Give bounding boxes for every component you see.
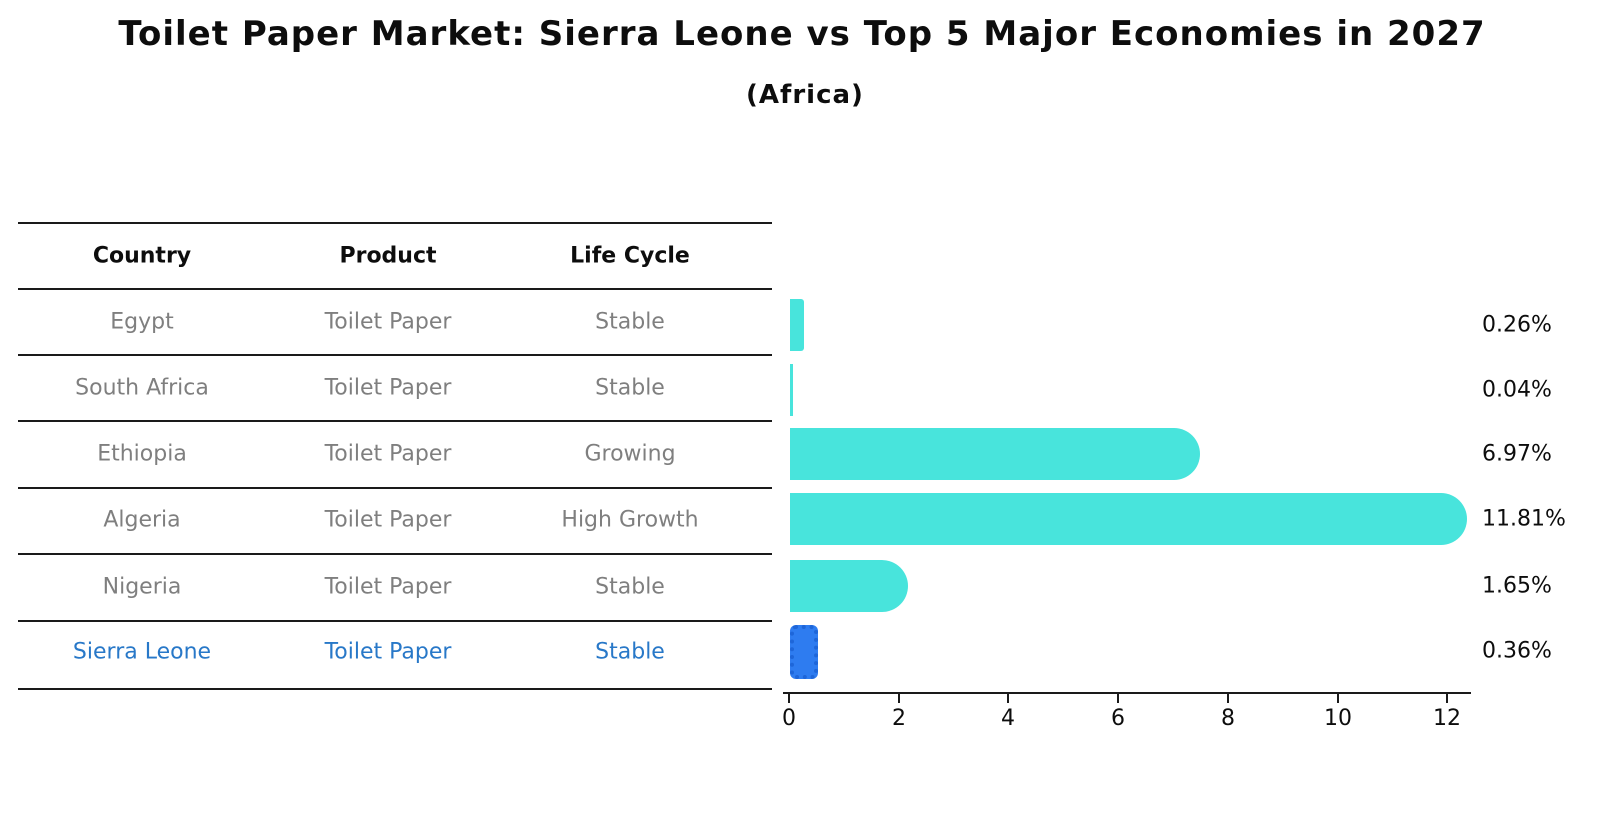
cell-life-cycle-sierra-leone: Stable [595,639,665,665]
x-tick-label: 2 [892,706,906,731]
bar-egypt [790,299,804,351]
table-divider [18,688,772,690]
bar-sierra-leone [790,625,818,679]
chart-subtitle: (Africa) [746,80,864,110]
bar-ethiopia [790,428,1200,480]
x-axis-tick [788,694,790,703]
value-label-ethiopia: 6.97% [1482,441,1552,467]
table-divider [18,222,772,224]
x-axis-tick [1007,694,1009,703]
value-label-sierra-leone: 0.36% [1482,638,1552,664]
column-header-country: Country [92,243,192,269]
bar-algeria [790,493,1467,545]
table-divider [18,620,772,622]
column-header-product: Product [339,243,437,269]
cell-product: Toilet Paper [324,441,452,467]
cell-life-cycle: Stable [595,574,665,600]
x-tick-label: 6 [1111,706,1125,731]
bar-south-africa [790,364,793,416]
chart-title: Toilet Paper Market: Sierra Leone vs Top… [118,14,1486,54]
x-axis-tick [1446,694,1448,703]
cell-product: Toilet Paper [324,309,452,335]
value-label-egypt: 0.26% [1482,312,1552,338]
x-axis-line [783,692,1471,694]
x-tick-label: 4 [1001,706,1015,731]
cell-product: Toilet Paper [324,507,452,533]
cell-country: South Africa [75,375,209,401]
x-tick-label: 8 [1221,706,1235,731]
value-label-nigeria: 1.65% [1482,573,1552,599]
cell-life-cycle: Stable [595,375,665,401]
column-header-life-cycle: Life Cycle [570,243,690,269]
x-axis-tick [1117,694,1119,703]
cell-country: Nigeria [102,574,182,600]
value-label-south-africa: 0.04% [1482,377,1552,403]
x-tick-label: 10 [1324,706,1352,731]
cell-life-cycle: Growing [584,441,676,467]
x-axis-tick [1227,694,1229,703]
cell-product-sierra-leone: Toilet Paper [324,639,452,665]
value-label-algeria: 11.81% [1482,506,1566,532]
cell-country: Ethiopia [97,441,187,467]
x-tick-label: 0 [782,706,796,731]
cell-country: Egypt [110,309,174,335]
cell-country-sierra-leone: Sierra Leone [72,639,212,665]
cell-product: Toilet Paper [324,574,452,600]
table-divider [18,288,772,290]
cell-life-cycle: Stable [595,309,665,335]
x-axis-tick [1337,694,1339,703]
cell-life-cycle: High Growth [561,507,699,533]
cell-country: Algeria [103,507,181,533]
table-divider [18,420,772,422]
x-axis-tick [898,694,900,703]
table-divider [18,354,772,356]
bar-nigeria [790,560,908,612]
table-divider [18,487,772,489]
x-tick-label: 12 [1433,706,1461,731]
table-divider [18,553,772,555]
cell-product: Toilet Paper [324,375,452,401]
